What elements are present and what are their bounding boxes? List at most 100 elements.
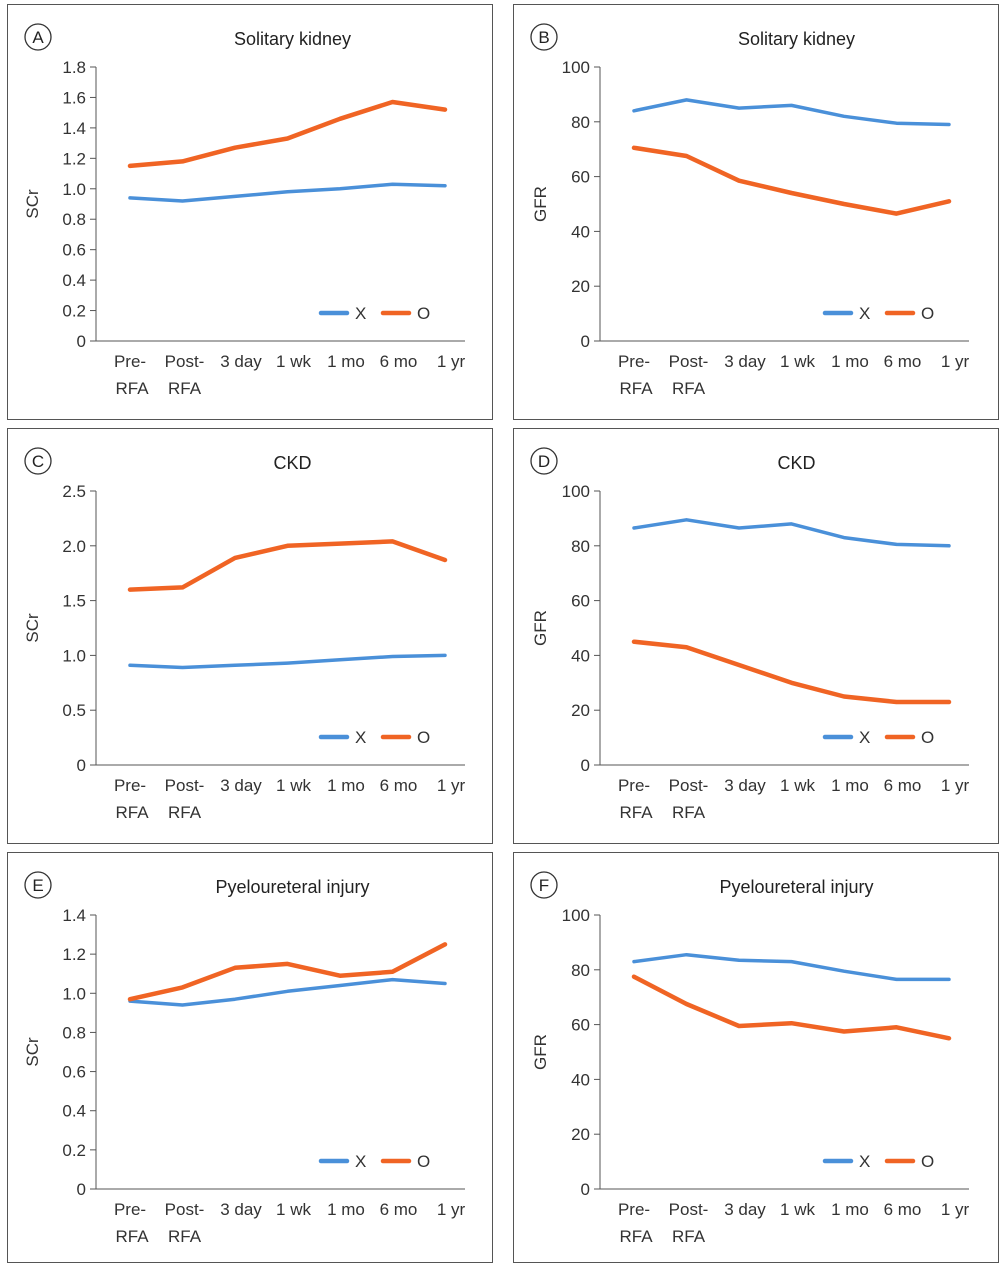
x-tick-label-line2: RFA (619, 1227, 653, 1246)
y-tick-label: 20 (571, 1125, 590, 1144)
legend-label-o: O (921, 304, 934, 323)
x-tick-label: 1 wk (276, 352, 311, 371)
chart-title: CKD (273, 453, 311, 473)
y-tick-label: 1.8 (62, 58, 86, 77)
panel-badge-circle (530, 447, 558, 475)
series-line-o (631, 639, 952, 705)
y-tick-label: 1.4 (62, 906, 86, 925)
panel-letter: B (538, 28, 549, 47)
y-tick-label: 0.8 (62, 1023, 86, 1042)
x-tick-label-line2: RFA (619, 379, 653, 398)
panel-badge-circle (24, 23, 52, 51)
series-line-x (128, 653, 447, 670)
x-tick-label: 1 mo (327, 776, 365, 795)
x-tick-label: 1 mo (327, 352, 365, 371)
y-tick-label: 0 (77, 332, 86, 351)
y-tick-label: 0 (77, 756, 86, 775)
x-tick-label: Pre- (618, 776, 650, 795)
chart-panel-b: B Solitary kidney GFR 0 20 40 60 80 100 Pre- RFA Po… (513, 4, 999, 420)
y-tick-label: 0.2 (62, 1141, 86, 1160)
x-tick-label: 3 day (220, 776, 262, 795)
x-tick-label: 1 yr (941, 776, 970, 795)
x-tick-label: Pre- (114, 352, 146, 371)
series-line-x (128, 182, 447, 203)
y-tick-label: 100 (562, 58, 590, 77)
x-tick-label-line2: RFA (115, 1227, 149, 1246)
x-tick-label: Post- (165, 1200, 205, 1219)
y-tick-label: 0.4 (62, 1102, 86, 1121)
chart-svg-e: E Pyeloureteral injury SCr 0 0.2 0.4 0.6 0.8 1.0… (23, 871, 466, 1246)
y-tick-label: 100 (562, 906, 590, 925)
x-tick-label: 1 yr (437, 352, 466, 371)
y-tick-label: 0 (581, 332, 590, 351)
x-tick-label: Post- (165, 352, 205, 371)
y-axis-label: GFR (531, 186, 550, 222)
y-tick-label: 40 (571, 222, 590, 241)
panel-badge-circle (530, 23, 558, 51)
legend-label-o: O (417, 728, 430, 747)
y-tick-label: 2.0 (62, 537, 86, 556)
legend-label-x: X (355, 728, 366, 747)
x-tick-label: 1 mo (831, 1200, 869, 1219)
x-tick-label: 1 mo (831, 352, 869, 371)
chart-svg-a: A Solitary kidney SCr 0 0.2 0.4 0.6 0.8 1.0 1.2 1.… (23, 23, 466, 398)
panel-badge-circle (24, 447, 52, 475)
y-tick-label: 2.5 (62, 482, 86, 501)
legend-label-o: O (417, 304, 430, 323)
x-tick-label: 1 yr (941, 352, 970, 371)
panel-badge-circle (24, 871, 52, 899)
series-line-o (631, 974, 952, 1041)
y-tick-label: 1.0 (62, 180, 86, 199)
y-tick-label: 60 (571, 592, 590, 611)
y-tick-label: 0.6 (62, 241, 86, 260)
y-tick-label: 1.2 (62, 149, 86, 168)
x-tick-label-line2: RFA (168, 1227, 202, 1246)
x-tick-label: 1 mo (831, 776, 869, 795)
series-line-x (632, 518, 951, 548)
x-tick-label: 3 day (724, 1200, 766, 1219)
chart-panel-f: F Pyeloureteral injury GFR 0 20 40 60 80 100 Pre-… (513, 852, 999, 1263)
legend-label-o: O (417, 1152, 430, 1171)
y-tick-label: 0.4 (62, 271, 86, 290)
chart-panel-d: D CKD GFR 0 20 40 60 80 100 Pre- RFA Post- RFA 3 day 1… (513, 428, 999, 844)
chart-title: Solitary kidney (738, 29, 855, 49)
x-tick-label-line2: RFA (168, 803, 202, 822)
y-tick-label: 100 (562, 482, 590, 501)
panel-letter: F (539, 876, 549, 895)
panel-letter: C (32, 452, 44, 471)
x-tick-label: Post- (669, 352, 709, 371)
series-line-o (127, 99, 448, 169)
x-tick-label: Pre- (618, 352, 650, 371)
y-tick-label: 60 (571, 1016, 590, 1035)
x-tick-label: Post- (669, 776, 709, 795)
series-line-o (127, 539, 448, 592)
y-axis-label: SCr (23, 613, 42, 643)
legend-label-x: X (355, 1152, 366, 1171)
x-tick-label: 3 day (220, 352, 262, 371)
x-tick-label: 6 mo (884, 352, 922, 371)
y-tick-label: 0.5 (62, 701, 86, 720)
x-tick-label: 6 mo (380, 352, 418, 371)
chart-title: CKD (777, 453, 815, 473)
y-tick-label: 1.0 (62, 646, 86, 665)
panel-badge-circle (530, 871, 558, 899)
y-tick-label: 0.6 (62, 1063, 86, 1082)
y-tick-label: 20 (571, 701, 590, 720)
y-tick-label: 0.8 (62, 210, 86, 229)
chart-panel-c: C CKD SCr 0 0.5 1.0 1.5 2.0 2.5 Pre- RFA Post- RFA 3 … (7, 428, 493, 844)
x-tick-label-line2: RFA (672, 379, 706, 398)
chart-svg-c: C CKD SCr 0 0.5 1.0 1.5 2.0 2.5 Pre- RFA Post- RFA 3 … (23, 447, 466, 822)
y-axis-label: GFR (531, 610, 550, 646)
chart-title: Pyeloureteral injury (215, 877, 369, 897)
y-tick-label: 0.2 (62, 302, 86, 321)
x-tick-label: 1 yr (437, 1200, 466, 1219)
series-line-x (632, 952, 951, 982)
x-tick-label: 3 day (220, 1200, 262, 1219)
chart-svg-f: F Pyeloureteral injury GFR 0 20 40 60 80 100 Pre-… (530, 871, 970, 1246)
legend-label-x: X (859, 1152, 870, 1171)
x-tick-label: Pre- (114, 776, 146, 795)
x-tick-label: 1 mo (327, 1200, 365, 1219)
x-tick-label: 1 wk (780, 776, 815, 795)
x-tick-label-line2: RFA (672, 803, 706, 822)
x-tick-label-line2: RFA (115, 803, 149, 822)
